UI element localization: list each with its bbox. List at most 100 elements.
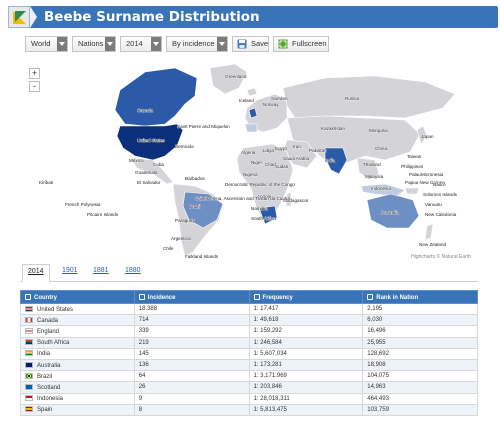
flag-br-icon bbox=[25, 372, 33, 379]
country-name: Brazil bbox=[37, 373, 53, 380]
map-label: Nigeria bbox=[243, 172, 258, 177]
app-logo-icon bbox=[8, 6, 30, 28]
rank-cell: 464,493 bbox=[362, 392, 478, 405]
table-row: United States 18,388 1: 17,417 2,195 bbox=[20, 302, 478, 316]
map-label: Saudi Arabia bbox=[283, 156, 309, 161]
table-row: Spain 8 1: 5,813,475 103,759 bbox=[20, 403, 478, 416]
map-label: Brazil bbox=[189, 204, 201, 209]
rank-cell: 25,955 bbox=[362, 336, 478, 349]
fullscreen-button[interactable]: Fullscreen bbox=[273, 36, 329, 52]
sort-icon bbox=[253, 293, 260, 300]
map-label: Niger bbox=[251, 160, 262, 165]
region-select[interactable]: World bbox=[25, 36, 68, 52]
region-southeast-asia bbox=[356, 157, 380, 181]
map-label: Chad bbox=[265, 162, 276, 167]
world-map[interactable]: Greenland Canada United States Mexico Guatem… bbox=[25, 60, 475, 263]
frequency-cell: 1: 28,018,311 bbox=[248, 392, 364, 405]
region-united-states bbox=[116, 123, 184, 161]
column-header-rank[interactable]: Rank in Nation bbox=[362, 290, 478, 304]
save-button[interactable]: Save bbox=[232, 36, 269, 52]
map-label: Guatemala bbox=[135, 170, 158, 175]
map-label: China bbox=[375, 146, 387, 151]
incidence-cell: 219 bbox=[133, 336, 250, 349]
map-label: Canada bbox=[137, 108, 154, 113]
map-label: Cuba bbox=[153, 162, 164, 167]
country-name: England bbox=[37, 328, 60, 335]
flag-en-icon bbox=[25, 327, 33, 334]
region-russia bbox=[282, 75, 456, 119]
region-new-zealand bbox=[424, 223, 434, 241]
rank-cell: 6,030 bbox=[362, 314, 478, 327]
map-label: Micronesia bbox=[421, 172, 444, 177]
map-label: Russia bbox=[345, 96, 359, 101]
sort-icon bbox=[367, 293, 374, 300]
rank-cell: 128,692 bbox=[362, 347, 478, 360]
column-header-incidence[interactable]: Incidence bbox=[133, 290, 250, 304]
page-title: Beebe Surname Distribution bbox=[44, 9, 260, 25]
map-label: Palau bbox=[409, 172, 421, 177]
region-iceland bbox=[246, 87, 258, 97]
map-label: Solomon Islands bbox=[423, 192, 458, 197]
map-label: Kazakhstan bbox=[321, 126, 345, 131]
column-header-country[interactable]: Country bbox=[20, 290, 135, 304]
region-spain bbox=[244, 123, 258, 133]
column-header-frequency[interactable]: Frequency bbox=[248, 290, 364, 304]
tab-2014[interactable]: 2014 bbox=[22, 264, 50, 282]
rank-cell: 2,195 bbox=[362, 302, 478, 316]
tab-1881[interactable]: 1881 bbox=[93, 267, 109, 274]
map-label: Chile bbox=[163, 246, 174, 251]
map-label: Australia bbox=[381, 210, 399, 215]
map-label: Bermuda bbox=[175, 144, 194, 149]
country-name: Spain bbox=[37, 407, 53, 414]
frequency-cell: 1: 17,417 bbox=[248, 302, 364, 316]
level-select[interactable]: Nations bbox=[72, 36, 116, 52]
map-label: Nauru bbox=[433, 182, 446, 187]
map-label: Thailand bbox=[363, 162, 381, 167]
world-map-svg[interactable]: Greenland Canada United States Mexico Guatem… bbox=[25, 60, 475, 263]
map-label: Vanuatu bbox=[425, 202, 442, 207]
map-label: Malaysia bbox=[365, 174, 384, 179]
map-label: South Africa bbox=[251, 216, 276, 221]
distribution-table: Country Incidence Frequency Rank in Nati… bbox=[20, 290, 478, 416]
metric-select-value: By incidence bbox=[172, 39, 215, 48]
zoom-in-button[interactable]: + bbox=[29, 68, 40, 79]
map-label: Pakistan bbox=[309, 148, 327, 153]
map-label: Kiribati bbox=[39, 180, 53, 185]
map-label: Taiwan bbox=[407, 154, 422, 159]
frequency-cell: 1: 49,618 bbox=[248, 314, 364, 327]
map-label: Saint Helena, Ascension and Tristan da C… bbox=[195, 196, 290, 201]
map-label: French Polynesia bbox=[65, 202, 101, 207]
map-label: Algeria bbox=[241, 150, 256, 155]
tab-1901[interactable]: 1901 bbox=[62, 267, 78, 274]
country-name: South Africa bbox=[37, 340, 70, 347]
metric-select[interactable]: By incidence bbox=[166, 36, 228, 52]
table-row: India 145 1: 5,607,034 128,692 bbox=[20, 347, 478, 360]
map-label: Namibia bbox=[251, 206, 268, 211]
map-label: Sweden bbox=[271, 96, 288, 101]
map-label: Paraguay bbox=[175, 218, 195, 223]
chevron-down-icon bbox=[57, 37, 67, 51]
table-row: England 339 1: 159,292 16,496 bbox=[20, 325, 478, 338]
table-row: Australia 136 1: 173,281 18,908 bbox=[20, 358, 478, 372]
map-label: Greenland bbox=[225, 74, 247, 79]
incidence-cell: 136 bbox=[133, 358, 250, 372]
zoom-out-button[interactable]: - bbox=[29, 81, 40, 92]
map-label: Madagascar bbox=[283, 198, 309, 203]
sort-icon bbox=[138, 293, 145, 300]
year-select-value: 2014 bbox=[126, 39, 143, 48]
flag-za-icon bbox=[25, 339, 33, 346]
chevron-down-icon bbox=[217, 37, 227, 51]
country-name: Scotland bbox=[37, 384, 61, 391]
map-label: Angola bbox=[257, 194, 272, 199]
tab-1880[interactable]: 1880 bbox=[125, 267, 141, 274]
map-label: Japan bbox=[421, 134, 434, 139]
map-label: Sudan bbox=[275, 164, 289, 169]
map-label: El Salvador bbox=[137, 180, 161, 185]
flag-sc-icon bbox=[25, 383, 33, 390]
country-name: Australia bbox=[37, 362, 61, 369]
region-great-britain bbox=[248, 107, 258, 119]
frequency-cell: 1: 203,846 bbox=[248, 381, 364, 394]
country-name: Canada bbox=[37, 317, 59, 324]
region-europe bbox=[244, 93, 288, 133]
year-select[interactable]: 2014 bbox=[120, 36, 162, 52]
